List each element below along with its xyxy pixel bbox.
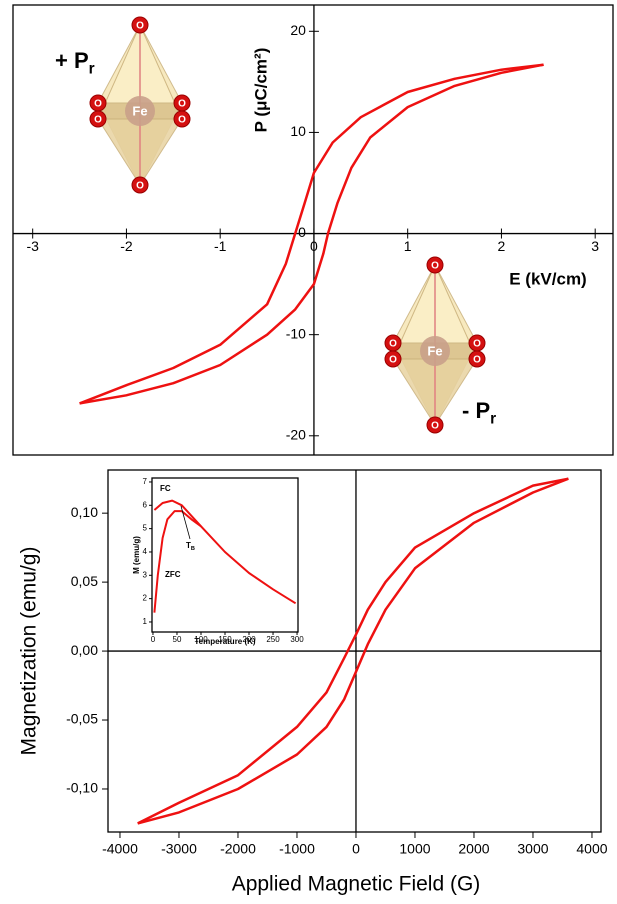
annotation-arrow xyxy=(180,505,191,540)
x-tick-label: 4000 xyxy=(576,841,607,857)
x-tick-label: 2000 xyxy=(458,841,489,857)
annotation-text: ZFC xyxy=(165,570,181,579)
x-tick-label: -4000 xyxy=(102,841,138,857)
y-axis-label: M (emu/g) xyxy=(132,536,141,574)
x-tick-label: 0 xyxy=(151,635,156,644)
y-tick-label: 20 xyxy=(290,22,306,38)
fe-label: Fe xyxy=(427,343,442,358)
y-tick-label: -20 xyxy=(286,426,306,442)
x-tick-label: 0 xyxy=(352,841,360,857)
annotation: + Pr xyxy=(55,48,95,78)
y-tick-label: 0,10 xyxy=(71,504,98,520)
annotation-text: - P xyxy=(462,398,490,423)
o-label: O xyxy=(136,21,144,32)
x-tick-label: 100 xyxy=(194,635,208,644)
x-tick-label: 1000 xyxy=(399,841,430,857)
y-tick-label: -10 xyxy=(286,325,306,341)
o-label: O xyxy=(178,99,186,110)
o-atom xyxy=(131,16,149,34)
o-atom xyxy=(384,350,402,368)
annotation: - Pr xyxy=(462,398,496,428)
x-tick-label: 50 xyxy=(173,635,182,644)
annotation: ZFC xyxy=(165,570,181,579)
fe-label: Fe xyxy=(132,103,147,118)
x-axis-label: Applied Magnetic Field (G) xyxy=(232,873,481,896)
x-tick-label: 0 xyxy=(310,238,318,254)
y-tick-label: 6 xyxy=(143,500,148,509)
annotation: FC xyxy=(160,484,171,493)
plot-frame xyxy=(12,4,614,456)
x-tick-label: 150 xyxy=(218,635,232,644)
o-label: O xyxy=(178,115,186,126)
y-tick-label: 3 xyxy=(143,570,148,579)
o-atom xyxy=(426,256,444,274)
x-tick-label: 3 xyxy=(591,238,599,254)
annotation-text: FC xyxy=(160,484,171,493)
y-tick-label: -0,05 xyxy=(66,711,98,727)
y-axis-label: P (μC/cm²) xyxy=(251,48,270,133)
o-label: O xyxy=(431,421,439,432)
o-label: O xyxy=(431,261,439,272)
x-tick-label: 3000 xyxy=(517,841,548,857)
o-atom xyxy=(426,416,444,434)
o-label: O xyxy=(473,355,481,366)
fe-atom xyxy=(420,336,450,366)
hysteresis-curve xyxy=(137,477,569,825)
x-axis-label: E (kV/cm) xyxy=(509,269,586,288)
o-atom xyxy=(89,110,107,128)
x-tick-label: 300 xyxy=(290,635,304,644)
fe-atom xyxy=(125,96,155,126)
y-tick-label: 1 xyxy=(143,617,148,626)
o-atom xyxy=(131,176,149,194)
y-tick-label: 4 xyxy=(143,547,148,556)
x-tick-label: -3 xyxy=(26,238,39,254)
annotation-subscript: r xyxy=(89,61,95,78)
y-tick-label: -0,10 xyxy=(66,780,98,796)
hysteresis-curve xyxy=(79,63,544,405)
x-tick-label: 2 xyxy=(498,238,506,254)
annotation-text: + P xyxy=(55,48,89,73)
x-tick-label: -2000 xyxy=(220,841,256,857)
o-label: O xyxy=(389,355,397,366)
y-tick-label: 0,00 xyxy=(71,642,98,658)
o-label: O xyxy=(389,339,397,350)
y-tick-label: 7 xyxy=(143,477,148,486)
o-label: O xyxy=(94,115,102,126)
hysteresis-curve xyxy=(153,510,202,613)
o-label: O xyxy=(473,339,481,350)
y-tick-label: 0,05 xyxy=(71,573,98,589)
o-label: O xyxy=(136,181,144,192)
annotation-subscript: B xyxy=(191,546,195,552)
y-tick-label: 10 xyxy=(290,123,306,139)
x-axis-label: Temperature (K) xyxy=(194,637,256,646)
x-tick-label: -2 xyxy=(120,238,133,254)
annotation-subscript: r xyxy=(490,411,496,428)
o-label: O xyxy=(94,99,102,110)
x-tick-label: 250 xyxy=(266,635,280,644)
x-tick-label: -3000 xyxy=(161,841,197,857)
y-tick-label: 0 xyxy=(298,224,306,240)
hysteresis-curve xyxy=(137,477,569,825)
o-atom xyxy=(173,110,191,128)
y-tick-label: 5 xyxy=(143,524,148,533)
x-tick-label: 200 xyxy=(242,635,256,644)
x-tick-label: -1 xyxy=(214,238,227,254)
y-tick-label: 2 xyxy=(143,594,148,603)
y-axis-label: Magnetization (emu/g) xyxy=(18,547,41,756)
x-tick-label: -1000 xyxy=(279,841,315,857)
x-tick-label: 1 xyxy=(404,238,412,254)
annotation: TB xyxy=(186,541,195,552)
hysteresis-curve xyxy=(79,63,544,405)
o-atom xyxy=(468,350,486,368)
annotation-text: T xyxy=(186,541,191,550)
